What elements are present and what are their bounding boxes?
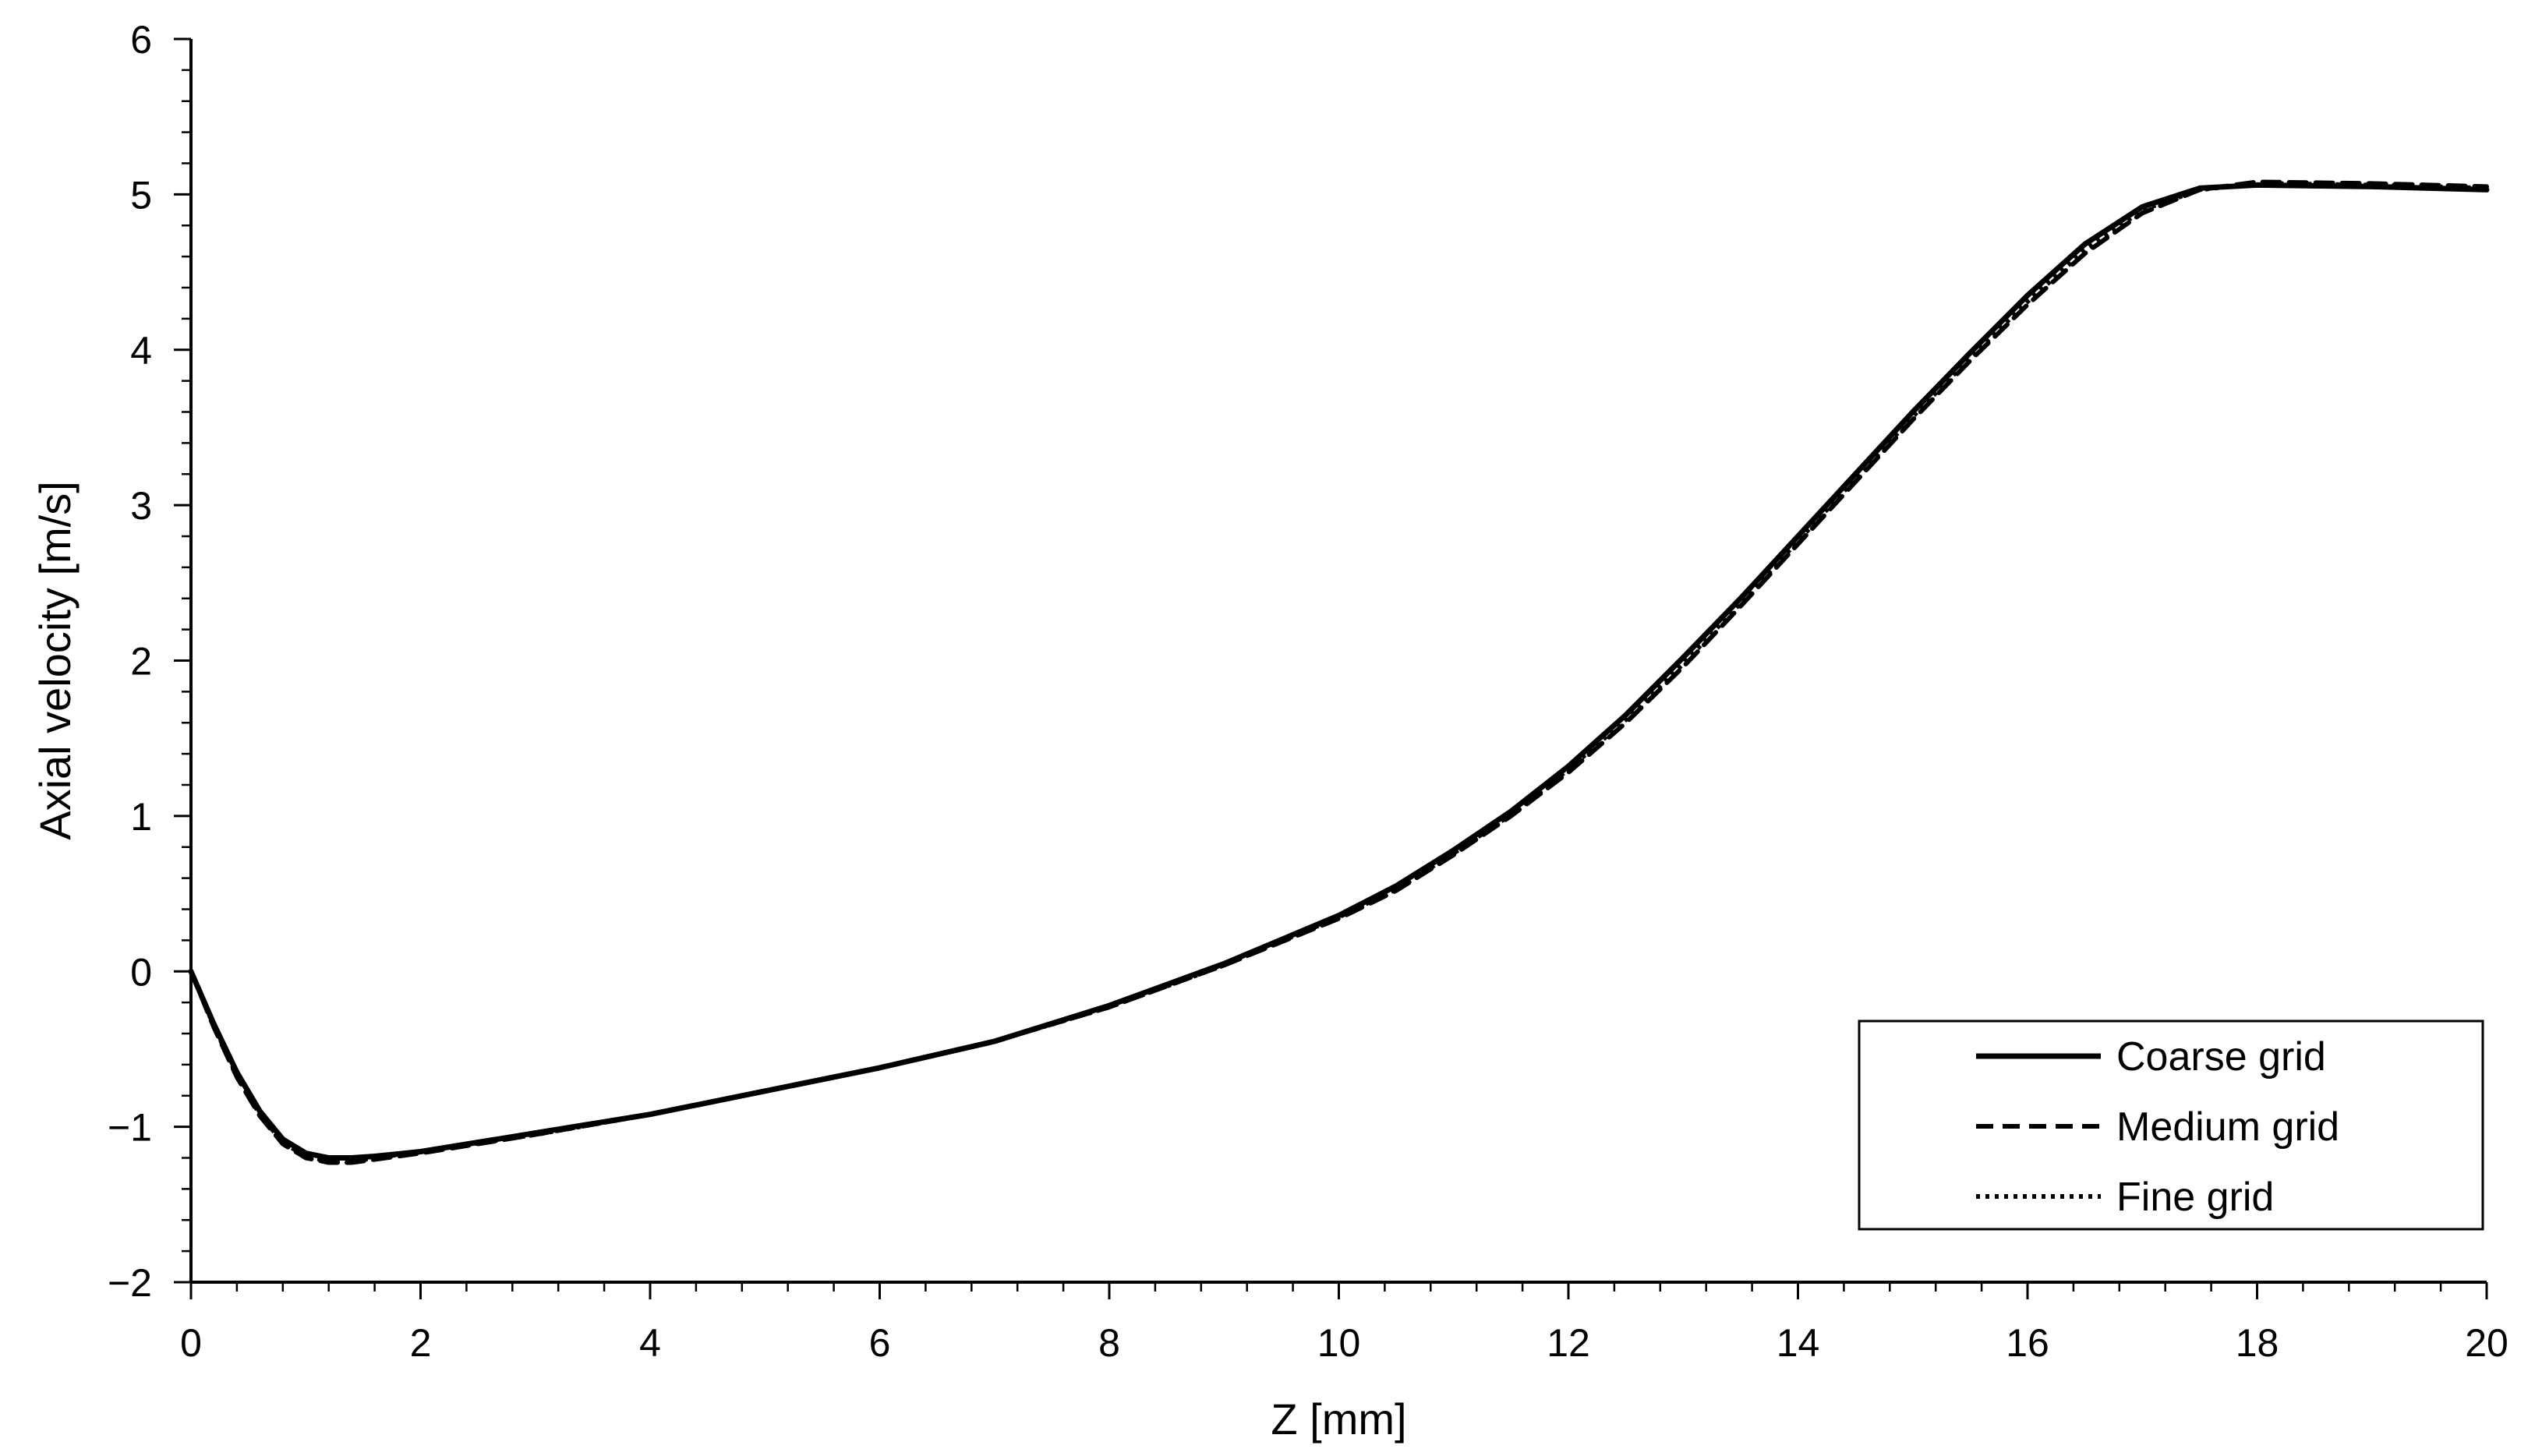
legend-box [1858,1020,2484,1231]
y-tick-label: 4 [130,329,152,373]
y-tick-label: 5 [130,173,152,217]
x-tick-label: 12 [1547,1321,1590,1365]
y-tick-label: 3 [130,484,152,528]
y-axis-title: Axial velocity [m/s] [30,481,80,840]
y-tick-label: 6 [130,18,152,62]
y-tick-label: −1 [108,1106,152,1150]
legend-label: Fine grid [2116,1175,2274,1220]
x-tick-label: 4 [639,1321,661,1365]
legend-label: Medium grid [2116,1104,2339,1150]
legend-items: Coarse grid Medium grid Fine grid [1976,1034,2339,1220]
legend-label: Coarse grid [2116,1034,2326,1080]
x-tick-label: 10 [1317,1321,1361,1365]
y-tick-label: −2 [108,1261,152,1305]
x-axis-ticks: 0 2 4 6 8 10 12 14 16 18 20 [180,1282,2508,1365]
legend: Coarse grid Medium grid Fine grid [1858,1020,2484,1231]
series-line-fine-grid [189,181,2487,1164]
x-tick-label: 20 [2465,1321,2508,1365]
y-tick-label: 0 [130,950,152,994]
x-tick-label: 18 [2236,1321,2279,1365]
y-tick-label: 2 [130,640,152,684]
x-tick-label: 2 [410,1321,432,1365]
y-axis-ticks: −2 −1 0 1 2 3 4 5 6 [108,18,191,1305]
series-layer [188,179,2490,1165]
y-tick-label: 1 [130,795,152,839]
x-axis-title: Z [mm] [1271,1394,1406,1444]
x-tick-label: 8 [1098,1321,1120,1365]
x-tick-label: 14 [1777,1321,1820,1365]
x-tick-label: 6 [869,1321,891,1365]
x-tick-label: 0 [180,1321,202,1365]
x-tick-label: 16 [2006,1321,2049,1365]
